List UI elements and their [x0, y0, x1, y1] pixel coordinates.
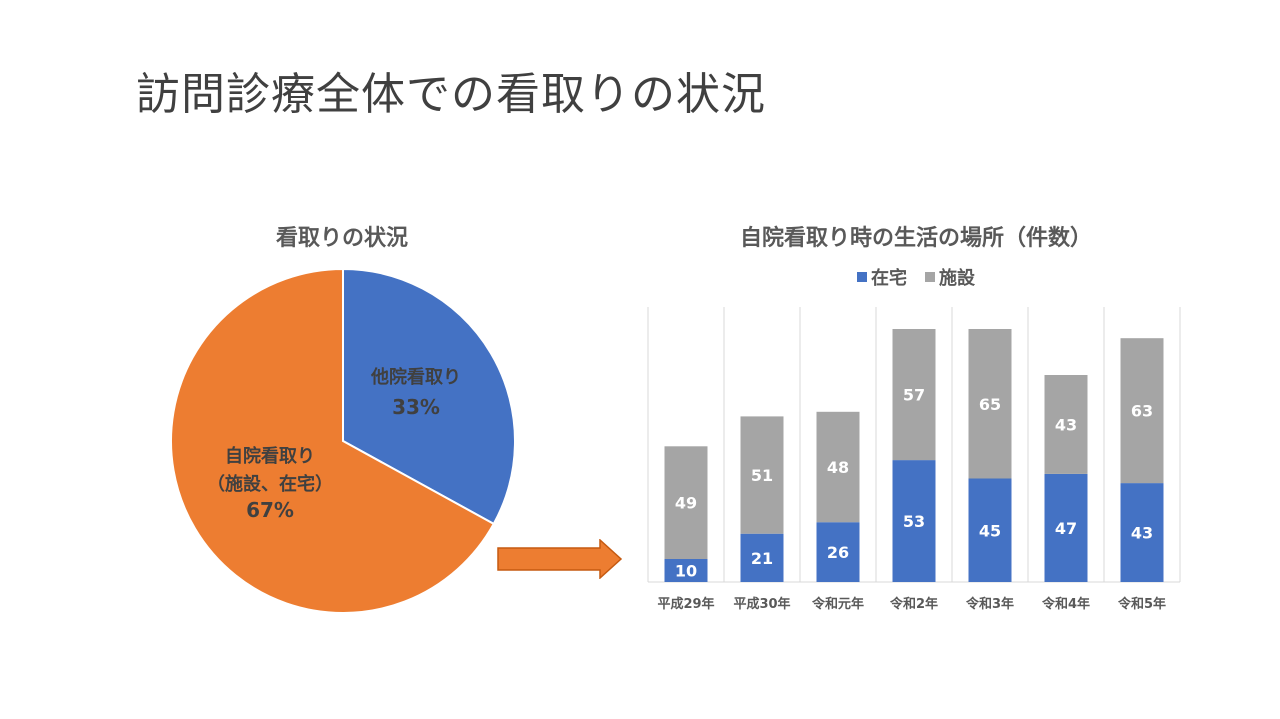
bar-facility-2: [816, 411, 860, 523]
bar-home-6: [1120, 483, 1164, 582]
bar-category-label: 令和5年: [1118, 596, 1166, 612]
bar-chart-legend: 在宅 施設: [648, 264, 1184, 290]
bar-value-label: 43: [1055, 415, 1077, 434]
bar-value-label: 65: [979, 395, 1001, 414]
bar-home-5: [1044, 473, 1088, 582]
bar-category-label: 令和4年: [1042, 596, 1090, 612]
bar-value-label: 57: [903, 386, 925, 405]
bar-value-label: 47: [1055, 519, 1077, 538]
slide-title: 訪問診療全体での看取りの状況: [136, 69, 766, 120]
legend-item-home: 在宅: [857, 264, 907, 290]
bar-home-1: [740, 533, 784, 582]
bar-value-label: 63: [1131, 402, 1153, 421]
bar-facility-0: [664, 446, 708, 559]
legend-label-facility: 施設: [939, 268, 975, 289]
bar-value-label: 49: [675, 494, 697, 513]
bar-value-label: 43: [1131, 524, 1153, 543]
pie-slice-sublabel-1: （施設、在宅）: [207, 473, 333, 495]
bar-category-label: 令和3年: [966, 596, 1014, 612]
pie-slice-0: [342, 267, 516, 526]
bar-facility-6: [1120, 338, 1164, 484]
bar-home-3: [892, 460, 936, 582]
pie-slice-label-1: 自院看取り: [225, 445, 315, 467]
pie-chart-title: 看取りの状況: [275, 226, 408, 251]
bar-home-0: [664, 559, 708, 582]
pie-slice-value-0: 33%: [392, 395, 440, 419]
bar-home-4: [968, 478, 1012, 582]
bar-facility-5: [1044, 375, 1088, 474]
bar-facility-1: [740, 416, 784, 534]
bar-chart-title: 自院看取り時の生活の場所（件数）: [739, 226, 1092, 251]
bar-value-label: 26: [827, 543, 849, 562]
bar-value-label: 51: [751, 466, 773, 485]
legend-item-facility: 施設: [925, 264, 975, 290]
bar-value-label: 21: [751, 549, 773, 568]
bar-home-2: [816, 522, 860, 582]
bar-category-label: 平成29年: [657, 596, 714, 612]
pie-slice-label-0: 他院看取り: [370, 366, 461, 388]
pie-slice-value-1: 67%: [246, 498, 294, 522]
bar-category-label: 平成30年: [733, 596, 790, 612]
legend-swatch-home: [857, 272, 867, 282]
legend-label-home: 在宅: [871, 268, 907, 289]
bar-category-label: 令和元年: [812, 596, 864, 612]
pie-slice-1: [170, 267, 496, 614]
right-arrow-icon: [497, 539, 623, 579]
legend-swatch-facility: [925, 272, 935, 282]
bar-category-label: 令和2年: [890, 596, 938, 612]
bar-facility-4: [968, 329, 1012, 479]
bar-value-label: 53: [903, 512, 925, 531]
bar-value-label: 10: [675, 562, 697, 581]
bar-facility-3: [892, 329, 936, 461]
bar-value-label: 48: [827, 458, 849, 477]
bar-value-label: 45: [979, 521, 1001, 540]
